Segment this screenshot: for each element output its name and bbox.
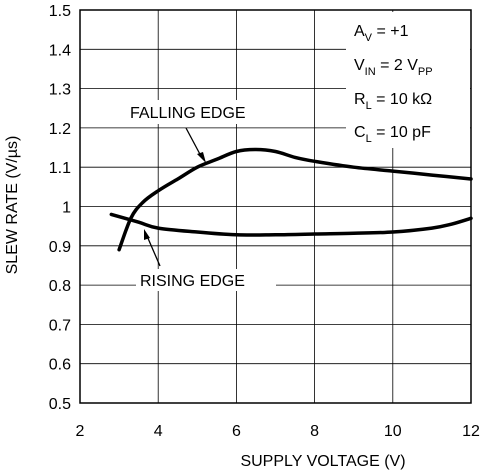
x-axis-title: SUPPLY VOLTAGE (V) bbox=[240, 453, 405, 470]
condition-cl: CL = 10 pF bbox=[354, 124, 431, 145]
y-tick-label: 1.3 bbox=[49, 82, 71, 99]
y-tick-labels: 0.5 0.6 0.7 0.8 0.9 1 1.1 1.2 1.3 1.4 1.5 bbox=[49, 3, 71, 413]
series-line-rising-edge bbox=[109, 212, 473, 237]
x-tick-label: 6 bbox=[232, 423, 241, 440]
condition-rl: RL = 10 kΩ bbox=[354, 91, 432, 112]
y-tick-label: 0.8 bbox=[49, 278, 71, 295]
y-tick-label: 1.5 bbox=[49, 3, 71, 20]
x-tick-label: 10 bbox=[384, 423, 402, 440]
plot-frame bbox=[79, 9, 472, 404]
condition-av: AV = +1 bbox=[354, 23, 409, 44]
y-tick-label: 0.5 bbox=[49, 396, 71, 413]
x-tick-label: 12 bbox=[462, 423, 480, 440]
y-axis-title: SLEW RATE (V/µs) bbox=[4, 136, 21, 275]
condition-vin: VIN = 2 VPP bbox=[354, 57, 433, 78]
y-tick-label: 1.4 bbox=[49, 42, 71, 59]
rising-edge-label: RISING EDGE bbox=[140, 273, 245, 290]
test-conditions: AV = +1 VIN = 2 VPP RL = 10 kΩ CL = 10 p… bbox=[346, 12, 470, 148]
x-tick-label: 2 bbox=[76, 423, 85, 440]
annotation-rising-edge: RISING EDGE bbox=[136, 229, 276, 291]
y-tick-label: 0.6 bbox=[49, 357, 71, 374]
x-tick-label: 8 bbox=[310, 423, 319, 440]
annotation-falling-edge: FALLING EDGE bbox=[124, 100, 278, 163]
y-tick-label: 0.7 bbox=[49, 317, 71, 334]
falling-edge-label: FALLING EDGE bbox=[130, 105, 246, 122]
y-tick-label: 1 bbox=[62, 200, 71, 217]
y-tick-label: 0.9 bbox=[49, 239, 71, 256]
series-line-falling-edge bbox=[117, 147, 473, 252]
x-tick-labels: 2 4 6 8 10 12 bbox=[76, 423, 480, 440]
x-tick-label: 4 bbox=[154, 423, 163, 440]
y-tick-label: 1.2 bbox=[49, 121, 71, 138]
y-tick-label: 1.1 bbox=[49, 160, 71, 177]
